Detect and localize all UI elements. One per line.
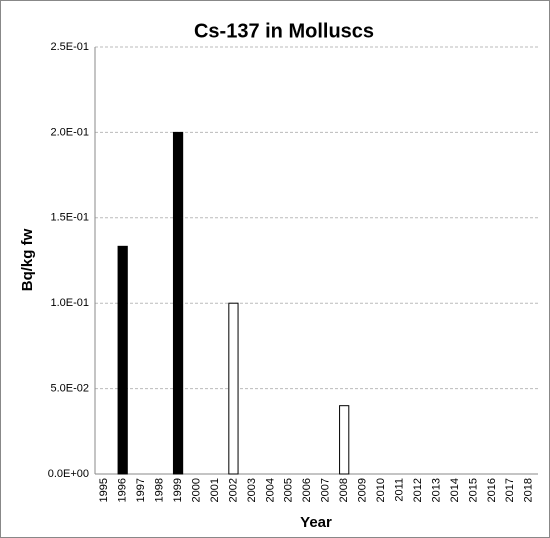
x-tick-label: 2003 [246,478,258,502]
x-tick-label: 2006 [301,478,313,502]
y-tick-label: 1.0E-01 [50,297,89,309]
y-tick-label: 1.5E-01 [50,212,89,224]
x-tick-label: 1997 [135,478,147,502]
x-tick-label: 2016 [486,478,498,502]
x-tick-label: 2005 [283,478,295,502]
x-tick-label: 2010 [375,478,387,502]
x-axis-title: Year [300,514,332,531]
x-tick-label: 2000 [190,478,202,502]
bar [117,245,128,475]
x-tick-label: 1996 [117,478,129,502]
x-tick-label: 1995 [98,478,110,502]
x-tick-label: 1998 [154,478,166,502]
x-tick-label: 2018 [523,478,535,502]
bar [228,302,239,475]
x-tick-label: 1999 [172,478,184,502]
x-tick-label: 2012 [412,478,424,502]
x-tick-label: 2004 [264,478,276,502]
x-tick-label: 2007 [320,478,332,502]
bar [172,131,184,475]
x-tick-label: 2013 [430,478,442,502]
y-axis-title: Bq/kg fw [19,228,36,291]
y-tick-label: 2.0E-01 [50,126,89,138]
x-tick-label: 2008 [338,478,350,502]
x-tick-label: 2002 [227,478,239,502]
y-tick-label: 0.0E+00 [48,468,89,480]
x-tick-label: 2009 [357,478,369,502]
x-tick-label: 2001 [209,478,221,502]
chart-title: Cs-137 in Molluscs [194,20,374,42]
y-tick-label: 5.0E-02 [50,383,89,395]
x-tick-label: 2011 [393,478,405,502]
y-tick-label: 2.5E-01 [50,41,89,53]
x-tick-label: 2014 [449,478,461,502]
bar [339,405,350,475]
x-tick-label: 2015 [467,478,479,502]
x-tick-label: 2017 [504,478,516,502]
